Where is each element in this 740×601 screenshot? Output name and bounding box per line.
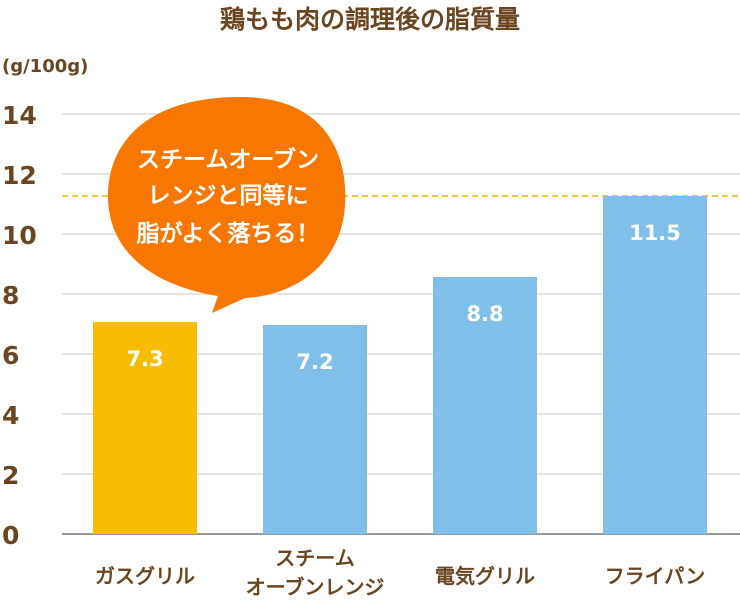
data-label: 8.8 [466, 302, 503, 326]
bubble-line-2: レンジと同等に [148, 182, 309, 209]
bar [603, 196, 707, 534]
y-axis-label: (g/100g) [2, 56, 88, 77]
y-tick-label: 12 [2, 161, 37, 190]
y-tick-label: 2 [2, 461, 19, 490]
speech-bubble-shape [108, 97, 346, 313]
bar [433, 277, 537, 534]
y-tick-label: 8 [2, 281, 19, 310]
bubble-line-3: 脂がよく落ちる！ [137, 220, 320, 247]
speech-bubble: スチームオーブン レンジと同等に 脂がよく落ちる！ [108, 97, 346, 313]
x-tick-label: ガスグリル [95, 564, 195, 588]
bubble-line-1: スチームオーブン [137, 146, 319, 173]
y-tick-label: 14 [2, 101, 37, 130]
data-label: 7.2 [296, 350, 333, 374]
chart-title: 鶏もも肉の調理後の脂質量 [220, 5, 520, 34]
x-tick-label: フライパン [605, 564, 706, 588]
x-tick-label: スチーム [275, 546, 354, 570]
y-tick-label: 4 [2, 401, 19, 430]
bar [93, 322, 197, 534]
data-label: 7.3 [126, 347, 163, 371]
x-tick-label: オーブンレンジ [246, 575, 385, 599]
data-label: 11.5 [629, 221, 681, 245]
y-tick-label: 6 [2, 341, 19, 370]
bar [263, 325, 367, 534]
x-tick-label: 電気グリル [435, 564, 535, 588]
y-tick-label: 10 [2, 221, 37, 250]
y-tick-label: 0 [2, 521, 19, 550]
